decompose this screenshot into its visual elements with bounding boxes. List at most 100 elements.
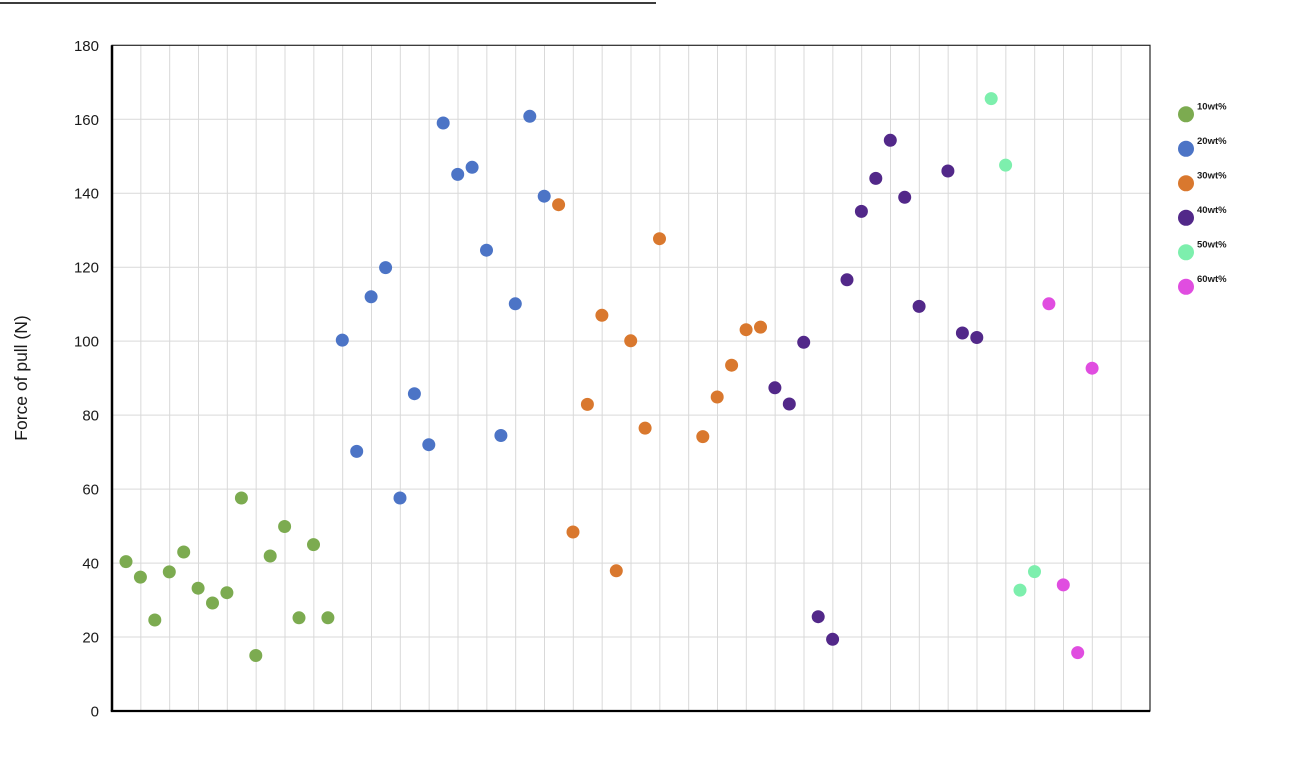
data-point bbox=[638, 421, 652, 435]
data-point bbox=[148, 613, 162, 627]
plot-frame bbox=[110, 44, 1151, 713]
data-point bbox=[739, 323, 753, 337]
data-point bbox=[580, 397, 594, 411]
data-point bbox=[292, 611, 306, 625]
y-tick-label: 120 bbox=[74, 260, 99, 277]
y-tick-label: 40 bbox=[82, 556, 99, 573]
series-10wt% bbox=[119, 491, 335, 662]
legend-item-50wt%[interactable]: 50wt% bbox=[1178, 239, 1227, 261]
data-point bbox=[999, 158, 1013, 172]
legend-item-30wt%[interactable]: 30wt% bbox=[1178, 170, 1227, 192]
series-30wt% bbox=[552, 198, 767, 578]
legend: 10wt% 20wt% 30wt% 40wt% 50wt% 60wt% bbox=[1178, 101, 1227, 295]
data-point bbox=[696, 430, 710, 444]
data-point bbox=[898, 190, 912, 204]
data-point bbox=[1085, 361, 1099, 375]
data-point bbox=[206, 596, 219, 610]
data-point bbox=[451, 167, 465, 181]
data-point bbox=[869, 171, 883, 185]
data-point bbox=[422, 438, 436, 452]
data-point bbox=[335, 333, 349, 347]
legend-label: 50wt% bbox=[1197, 239, 1227, 250]
y-tick-label: 160 bbox=[74, 112, 99, 129]
data-point bbox=[1071, 646, 1085, 660]
data-point bbox=[653, 232, 666, 246]
data-point bbox=[508, 297, 522, 311]
data-point bbox=[191, 581, 205, 595]
legend-label: 30wt% bbox=[1197, 170, 1227, 181]
legend-item-20wt%[interactable]: 20wt% bbox=[1178, 136, 1227, 157]
data-point bbox=[133, 570, 147, 584]
legend-label: 40wt% bbox=[1197, 205, 1227, 216]
data-point bbox=[754, 320, 767, 334]
data-point bbox=[725, 358, 739, 372]
data-point bbox=[537, 189, 551, 203]
y-tick-label: 0 bbox=[91, 704, 99, 721]
data-point bbox=[379, 261, 393, 275]
data-point bbox=[609, 564, 623, 578]
data-point bbox=[552, 198, 566, 212]
data-point bbox=[278, 520, 292, 533]
y-tick-label: 140 bbox=[74, 186, 99, 203]
data-point bbox=[797, 335, 811, 349]
data-point bbox=[177, 545, 191, 559]
data-point bbox=[782, 397, 796, 411]
y-axis-title: Force of pull (N) bbox=[11, 315, 31, 440]
data-point bbox=[523, 109, 537, 123]
legend-item-10wt%[interactable]: 10wt% bbox=[1178, 101, 1227, 123]
series-50wt% bbox=[984, 92, 1041, 597]
data-point bbox=[984, 92, 998, 106]
data-point bbox=[912, 299, 926, 313]
y-tick-label: 60 bbox=[82, 482, 99, 499]
data-point bbox=[220, 586, 234, 600]
legend-label: 10wt% bbox=[1197, 101, 1227, 112]
data-point bbox=[710, 390, 724, 404]
legend-marker-icon bbox=[1178, 278, 1194, 295]
data-point bbox=[624, 334, 638, 348]
data-point bbox=[811, 610, 825, 624]
data-point bbox=[321, 611, 335, 625]
legend-item-40wt%[interactable]: 40wt% bbox=[1178, 205, 1227, 226]
data-point bbox=[436, 116, 450, 130]
y-tick-label: 80 bbox=[82, 408, 99, 425]
legend-label: 20wt% bbox=[1197, 136, 1227, 147]
data-point bbox=[970, 331, 984, 344]
data-point bbox=[307, 538, 320, 552]
legend-marker-icon bbox=[1178, 140, 1194, 157]
data-point bbox=[480, 243, 493, 257]
y-tick-label: 20 bbox=[82, 630, 99, 647]
legend-label: 60wt% bbox=[1197, 274, 1227, 285]
data-point bbox=[162, 565, 176, 579]
data-point bbox=[1056, 578, 1070, 592]
data-point bbox=[465, 160, 479, 174]
gridlines bbox=[112, 45, 1150, 711]
data-point bbox=[364, 290, 378, 304]
data-point bbox=[941, 164, 955, 178]
y-tick-label: 180 bbox=[74, 38, 99, 55]
data-point bbox=[407, 387, 421, 401]
series-40wt% bbox=[768, 133, 984, 646]
series-20wt% bbox=[335, 109, 551, 505]
data-point bbox=[883, 133, 897, 147]
legend-marker-icon bbox=[1178, 244, 1194, 261]
series-60wt% bbox=[1042, 297, 1099, 660]
data-point bbox=[1013, 583, 1027, 597]
data-point bbox=[840, 273, 854, 287]
y-axis-tick-labels: 0 20 40 60 80 100 120 140 160 180 bbox=[74, 38, 99, 721]
data-point bbox=[263, 549, 277, 563]
data-point bbox=[595, 308, 609, 322]
data-point bbox=[350, 444, 364, 458]
legend-marker-icon bbox=[1178, 106, 1194, 123]
data-point bbox=[393, 491, 407, 505]
data-point bbox=[119, 555, 133, 569]
data-point bbox=[955, 326, 969, 340]
data-point bbox=[826, 632, 840, 646]
data-point bbox=[1042, 297, 1056, 311]
data-point bbox=[494, 429, 508, 442]
legend-item-60wt%[interactable]: 60wt% bbox=[1178, 274, 1227, 295]
data-point bbox=[234, 491, 248, 505]
data-point bbox=[249, 649, 263, 662]
y-tick-label: 100 bbox=[74, 334, 99, 351]
